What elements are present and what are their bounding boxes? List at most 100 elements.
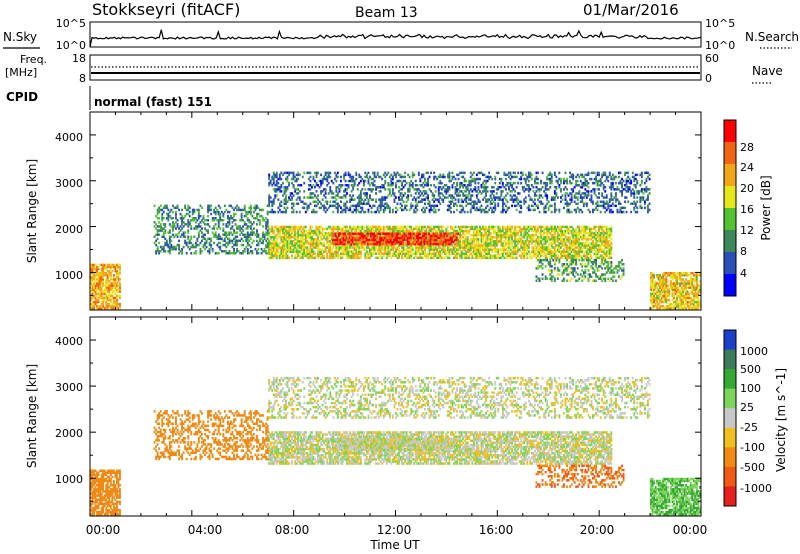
power-cell [433, 227, 436, 231]
power-cell [449, 238, 452, 242]
power-cell [352, 254, 355, 257]
power-cell [440, 256, 443, 260]
power-cell [497, 242, 500, 245]
power-cell [380, 242, 383, 246]
power-cell [288, 242, 290, 245]
power-cell [505, 227, 507, 231]
power-cell [282, 225, 284, 229]
power-cell [96, 272, 98, 275]
power-cell [407, 246, 410, 249]
power-cell [182, 245, 185, 249]
power-cell [560, 233, 562, 237]
power-cell [358, 256, 361, 260]
power-cell [497, 256, 500, 260]
power-cell [523, 250, 526, 253]
power-cell [341, 238, 343, 242]
power-cell [401, 246, 403, 249]
power-cell [90, 286, 92, 289]
power-cell [278, 225, 281, 229]
power-cell [379, 244, 382, 247]
power-cell [489, 240, 492, 243]
power-cell [602, 248, 605, 251]
power-cell [430, 227, 432, 231]
power-cell [605, 238, 608, 241]
power-cell [576, 244, 579, 247]
power-cell [97, 276, 100, 279]
power-cell [359, 236, 362, 240]
power-cell [429, 240, 432, 244]
power-cell [424, 248, 426, 251]
power-cell [340, 227, 342, 231]
power-cell [307, 256, 310, 260]
power-cell [592, 236, 594, 239]
power-cell [330, 227, 333, 231]
power-cell [430, 225, 432, 229]
power-cell [388, 225, 391, 229]
power-cell [329, 252, 332, 255]
power-cell [93, 288, 95, 291]
power-cell [509, 229, 512, 233]
power-cell [515, 256, 518, 260]
power-cell [596, 225, 599, 229]
power-cell [370, 252, 373, 255]
power-cell [369, 254, 371, 257]
power-cell [294, 238, 297, 241]
power-cell [286, 240, 289, 243]
power-cell [410, 254, 413, 257]
power-cell [479, 256, 481, 260]
power-cell [301, 246, 304, 249]
power-cell [578, 244, 581, 247]
power-cell [271, 244, 274, 247]
power-cell [529, 236, 532, 239]
power-cell [475, 231, 478, 235]
power-cell [353, 232, 356, 235]
power-cell [277, 227, 280, 231]
power-cell [421, 252, 423, 255]
power-cell [453, 238, 455, 241]
power-cell [99, 290, 102, 293]
power-cell [327, 248, 330, 251]
power-cell [278, 252, 281, 255]
power-cell [346, 229, 348, 233]
power-cell [466, 248, 469, 251]
power-cell [440, 238, 443, 242]
power-cell [408, 234, 411, 238]
power-cell [486, 254, 489, 257]
power-cell [543, 238, 546, 241]
power-cell [593, 248, 596, 251]
power-cell [491, 225, 494, 229]
power-cell [489, 231, 492, 235]
power-cell [549, 240, 552, 243]
power-cell [417, 250, 420, 253]
power-cell [321, 242, 324, 245]
power-cell [466, 242, 469, 245]
power-cell [446, 225, 449, 229]
power-cell [411, 240, 414, 243]
power-cell [437, 227, 440, 231]
power-cell [309, 240, 312, 243]
power-cell [294, 256, 297, 260]
power-cell [560, 242, 562, 245]
power-cell [494, 250, 497, 253]
power-cell [440, 244, 443, 247]
power-cell [344, 225, 347, 229]
power-cell [512, 229, 515, 233]
power-cell [538, 238, 541, 241]
power-cell [358, 225, 361, 229]
power-cell [341, 227, 344, 231]
power-cell [303, 181, 306, 185]
power-cell [386, 234, 389, 238]
power-cell [592, 242, 594, 245]
power-cell [438, 242, 441, 246]
power-cell [282, 252, 284, 255]
power-cell [598, 250, 600, 253]
power-cell [372, 252, 374, 255]
power-cell [462, 242, 465, 245]
power-cell [563, 254, 565, 257]
power-cell [307, 248, 310, 251]
power-cell [300, 236, 303, 239]
power-cell [249, 204, 252, 208]
power-cell [96, 269, 98, 273]
power-cell [471, 238, 474, 241]
power-cell [494, 231, 497, 235]
